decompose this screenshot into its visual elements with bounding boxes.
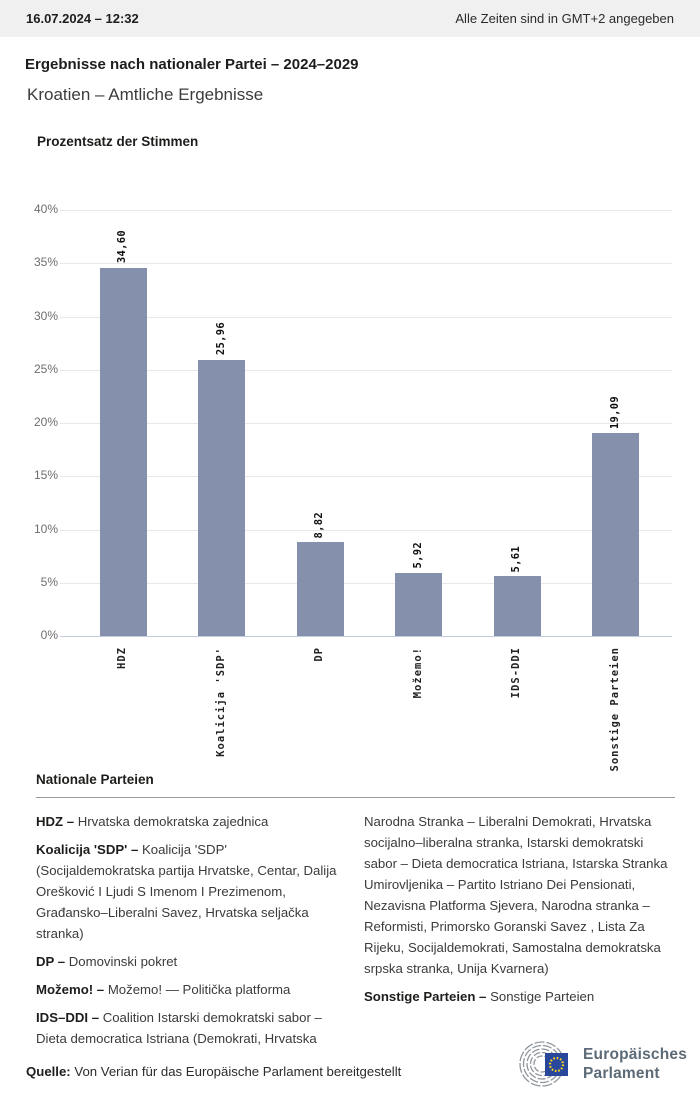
european-parliament-logo: Europäisches Parlament (509, 1041, 687, 1087)
ep-logo-line2: Parlament (583, 1065, 660, 1082)
national-parties-section: Nationale Parteien HDZ – Hrvatska demokr… (36, 772, 675, 1063)
y-tick-label: 20% (33, 415, 58, 429)
party-abbr: Sonstige Parteien – (364, 989, 491, 1004)
x-category-label: DP (313, 647, 326, 662)
party-definition: HDZ – Hrvatska demokratska zajednica (36, 811, 347, 832)
gridline (60, 316, 672, 318)
x-category-label: Možemo! (411, 647, 424, 699)
gridline (60, 263, 672, 265)
gridline (60, 369, 672, 371)
party-abbr: IDS–DDI – (36, 1010, 103, 1025)
gridline (60, 582, 672, 584)
gridline (60, 476, 672, 478)
y-tick-label: 0% (40, 628, 58, 642)
party-abbr: HDZ – (36, 814, 78, 829)
y-tick-label: 10% (33, 521, 58, 536)
x-category-label: HDZ (116, 647, 129, 669)
source-text: Von Verian für das Europäische Parlament… (74, 1064, 402, 1079)
y-tick-label: 25% (33, 361, 58, 376)
gridline (60, 210, 672, 211)
party-abbr: Koalicija 'SDP' – (36, 842, 142, 857)
y-tick-label: 35% (33, 255, 58, 270)
ep-logo-line1: Europäisches (583, 1046, 688, 1063)
page-subtitle: Kroatien – Amtliche Ergebnisse (27, 85, 264, 104)
bar-value-label: 8,82 (313, 511, 326, 539)
party-full-name: Koalicija 'SDP' (Socijaldemokratska part… (36, 842, 337, 941)
bar-value-label: 25,96 (214, 322, 227, 356)
y-tick-label: 15% (33, 468, 58, 483)
gridline (60, 529, 672, 531)
party-full-name: Možemo! — Politička platforma (107, 982, 291, 997)
bar-DP (296, 542, 344, 636)
bar-HDZ (99, 267, 147, 636)
x-axis-line (60, 636, 672, 637)
plot-area: 34,60 HDZ 25,96 Koalicija 'SDP' 8,82 DP 5,92 Mo… (60, 210, 672, 771)
source-label: Quelle: (26, 1064, 71, 1079)
bar-value-label: 5,92 (411, 542, 424, 569)
bar-Možemo! (395, 572, 443, 636)
y-axis: 40% 35% 30% 25% 20% 15% 10% 5% 0% (0, 202, 58, 642)
party-full-name: Hrvatska demokratska zajednica (77, 814, 269, 829)
y-tick-label: 5% (40, 574, 58, 589)
timezone-note: Alle Zeiten sind in GMT+2 angegeben (455, 11, 674, 26)
eu-flag-square (545, 1053, 568, 1076)
bar-Sonstige Parteien (592, 432, 640, 636)
legend-heading: Nationale Parteien (36, 772, 154, 787)
party-full-name: Domovinski pokret (68, 954, 178, 969)
party-abbr: DP – (36, 954, 69, 969)
bar-value-label: 34,60 (116, 230, 129, 264)
party-definition: IDS–DDI – Coalition Istarski demokratski… (36, 811, 675, 1063)
party-definition: DP – Domovinski pokret (36, 951, 347, 972)
eu-stars-ring (548, 1056, 565, 1073)
party-definition: Koalicija 'SDP' – Koalicija 'SDP' (Socij… (36, 839, 347, 944)
ep-logo-text: Europäisches Parlament (583, 1045, 687, 1083)
party-abbr: Možemo! – (36, 982, 108, 997)
top-bar: 16.07.2024 – 12:32 Alle Zeiten sind in G… (0, 0, 700, 37)
party-full-name: Coalition Istarski demokratski sabor – D… (36, 814, 668, 1046)
ep-hemicycle-icon (519, 1041, 568, 1087)
legend-entries: HDZ – Hrvatska demokratska zajednica Koal… (36, 811, 675, 1063)
bar-Koalicija 'SDP' (198, 359, 246, 636)
party-definition: Možemo! – Možemo! — Politička platforma (36, 979, 347, 1000)
gridline (60, 423, 672, 424)
source-note: Quelle: Von Verian für das Europäische P… (26, 1064, 401, 1079)
y-tick-label: 30% (33, 308, 58, 323)
y-tick-label: 40% (33, 202, 58, 216)
chart-title: Prozentsatz der Stimmen (37, 134, 199, 149)
x-category-label: IDS-DDI (510, 647, 523, 699)
bar-value-label: 19,09 (608, 395, 621, 429)
bar-value-label: 5,61 (510, 545, 523, 573)
x-category-label: Sonstige Parteien (608, 647, 621, 772)
x-category-label: Koalicija 'SDP' (214, 647, 227, 757)
page-title: Ergebnisse nach nationaler Partei – 2024… (25, 56, 359, 73)
report-datetime: 16.07.2024 – 12:32 (26, 11, 139, 26)
legend-divider (36, 797, 675, 798)
party-definition: Sonstige Parteien – Sonstige Parteien (364, 986, 675, 1007)
party-full-name: Sonstige Parteien (490, 989, 595, 1004)
bar-IDS-DDI (493, 576, 541, 636)
